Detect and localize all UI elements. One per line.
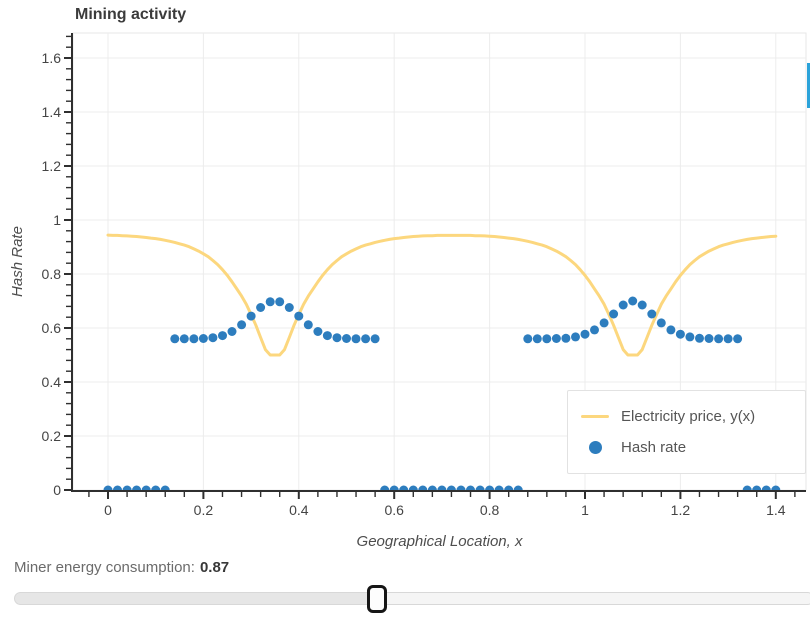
svg-text:0.2: 0.2 (42, 428, 62, 444)
svg-text:0: 0 (53, 482, 61, 498)
figure: Mining activity 0 0.2 0.4 0.6 0.8 1 1.2 1.4 Geog… (0, 0, 810, 558)
y-axis-title: Hash Rate (9, 226, 26, 297)
svg-text:0.4: 0.4 (289, 502, 309, 518)
circle-swatch-icon (581, 441, 609, 454)
legend-item-hash-rate[interactable]: Hash rate (581, 432, 805, 463)
legend-item-electricity-price[interactable]: Electricity price, y(x) (581, 401, 805, 432)
svg-text:1.2: 1.2 (42, 158, 62, 174)
svg-text:1: 1 (53, 212, 61, 228)
svg-text:1.6: 1.6 (42, 50, 62, 66)
svg-text:1.4: 1.4 (42, 104, 62, 120)
svg-text:0.2: 0.2 (194, 502, 214, 518)
line-swatch-icon (581, 415, 609, 418)
y-axis: 0 0.2 0.4 0.6 0.8 1 1.2 1.4 1.6 Hash Rate (9, 33, 73, 498)
slider-caption-text: Miner energy consumption: (14, 559, 195, 576)
svg-text:0.6: 0.6 (42, 320, 62, 336)
electricity-price-line (106, 233, 778, 357)
svg-text:1.2: 1.2 (671, 502, 691, 518)
slider-value: 0.87 (199, 559, 230, 576)
svg-text:0: 0 (104, 502, 112, 518)
energy-slider-track[interactable] (14, 592, 810, 605)
hash-rate-dot-swatch (588, 441, 602, 454)
legend-label: Hash rate (621, 439, 687, 456)
electricity-price-line-swatch (581, 415, 609, 418)
svg-text:0.4: 0.4 (42, 374, 62, 390)
x-axis-title: Geographical Location, x (357, 533, 523, 550)
chart-title: Mining activity (75, 6, 187, 23)
toolbar-accent-bar (807, 63, 810, 108)
svg-text:0.6: 0.6 (384, 502, 404, 518)
svg-text:1.4: 1.4 (766, 502, 786, 518)
hash-rate-dots (103, 296, 781, 490)
legend: Electricity price, y(x) Hash rate (567, 390, 806, 474)
x-axis: 0 0.2 0.4 0.6 0.8 1 1.2 1.4 Geographical Locatio… (72, 490, 806, 550)
svg-text:0.8: 0.8 (42, 266, 62, 282)
energy-slider-thumb[interactable] (367, 585, 387, 613)
svg-text:1: 1 (581, 502, 589, 518)
slider-caption: Miner energy consumption: 0.87 (14, 559, 229, 576)
svg-text:0.8: 0.8 (480, 502, 500, 518)
chart-canvas[interactable]: 0 0.2 0.4 0.6 0.8 1 1.2 1.4 Geographical Locatio… (0, 0, 810, 558)
legend-label: Electricity price, y(x) (621, 408, 756, 425)
